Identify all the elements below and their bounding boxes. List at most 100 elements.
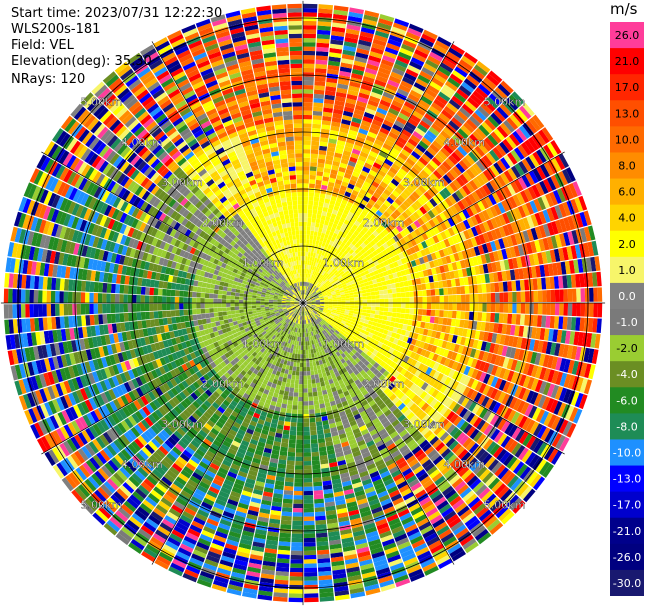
velocity-gate [404, 268, 411, 275]
velocity-gate [393, 159, 403, 168]
velocity-gate [486, 363, 495, 375]
velocity-gate [452, 294, 457, 303]
velocity-gate [332, 299, 338, 302]
velocity-gate [390, 178, 400, 187]
velocity-gate [474, 213, 483, 225]
velocity-gate [484, 196, 494, 208]
velocity-gate [410, 56, 425, 67]
velocity-gate [593, 303, 598, 318]
velocity-gate [341, 272, 346, 278]
velocity-gate [308, 400, 314, 406]
velocity-gate [390, 127, 401, 136]
velocity-gate [409, 351, 417, 359]
velocity-gate [364, 191, 373, 199]
velocity-gate [304, 550, 317, 556]
velocity-gate [522, 102, 535, 117]
velocity-gate [471, 275, 478, 285]
velocity-gate [409, 114, 421, 124]
velocity-gate [309, 308, 313, 312]
velocity-gate [322, 292, 327, 296]
velocity-gate [399, 281, 405, 288]
velocity-gate [369, 184, 378, 192]
velocity-gate [497, 202, 506, 214]
velocity-gate [495, 505, 509, 519]
velocity-gate [303, 473, 313, 479]
velocity-gate [308, 200, 314, 206]
velocity-gate [551, 221, 559, 235]
velocity-gate [525, 435, 537, 449]
velocity-gate [429, 260, 435, 269]
velocity-gate [399, 318, 405, 324]
velocity-gate [341, 53, 355, 61]
velocity-gate [304, 290, 306, 295]
velocity-gate [319, 197, 325, 203]
velocity-gate [446, 388, 455, 398]
velocity-gate [309, 294, 314, 298]
velocity-gate [351, 335, 357, 341]
velocity-gate [467, 97, 480, 109]
velocity-gate [328, 264, 333, 270]
velocity-gate [440, 272, 447, 281]
velocity-gate [534, 226, 543, 239]
velocity-gate [417, 315, 423, 322]
velocity-gate [362, 278, 368, 283]
velocity-gate [323, 318, 328, 322]
velocity-gate [311, 300, 316, 302]
velocity-gate [386, 196, 395, 205]
velocity-gate [439, 265, 446, 274]
velocity-gate [558, 203, 567, 218]
velocity-gate [451, 134, 463, 146]
velocity-gate [312, 239, 317, 245]
velocity-gate [303, 367, 307, 372]
velocity-gate [328, 271, 334, 276]
velocity-gate [317, 21, 332, 27]
velocity-gate [412, 211, 421, 220]
velocity-gate [326, 312, 331, 316]
velocity-gate [360, 219, 368, 227]
velocity-gate [297, 354, 301, 359]
velocity-gate [407, 364, 415, 373]
velocity-gate [463, 319, 469, 329]
velocity-gate [455, 405, 465, 416]
velocity-gate [398, 152, 408, 161]
velocity-gate [341, 300, 346, 303]
velocity-gate [317, 231, 322, 237]
velocity-gate [287, 456, 295, 461]
velocity-gate [374, 220, 382, 228]
velocity-gate [307, 217, 312, 223]
velocity-gate [408, 194, 417, 203]
velocity-gate [412, 314, 418, 321]
velocity-gate [386, 258, 393, 265]
velocity-gate [515, 128, 528, 142]
velocity-gate [298, 396, 303, 402]
velocity-gate [303, 418, 310, 423]
velocity-gate [377, 131, 388, 139]
velocity-gate [372, 237, 380, 244]
velocity-gate [293, 392, 299, 397]
velocity-gate [462, 219, 471, 230]
velocity-gate [290, 554, 303, 560]
velocity-gate [502, 212, 511, 225]
velocity-gate [365, 344, 372, 351]
velocity-gate [491, 480, 504, 493]
velocity-gate [494, 313, 500, 323]
velocity-gate [421, 373, 429, 382]
velocity-gate [398, 84, 411, 94]
velocity-gate [433, 281, 439, 289]
velocity-gate [493, 446, 504, 459]
velocity-gate [423, 133, 435, 143]
velocity-gate [304, 580, 318, 586]
velocity-gate [497, 418, 507, 431]
velocity-gate [511, 313, 517, 325]
velocity-gate [382, 228, 390, 236]
velocity-gate [360, 170, 369, 178]
velocity-gate [372, 243, 379, 250]
velocity-gate [321, 211, 327, 217]
velocity-gate [485, 152, 497, 165]
velocity-gate [405, 68, 419, 78]
velocity-gate [460, 311, 466, 320]
velocity-gate [453, 202, 462, 213]
velocity-gate [309, 283, 312, 288]
velocity-gate [390, 256, 397, 263]
velocity-gate [503, 335, 510, 346]
